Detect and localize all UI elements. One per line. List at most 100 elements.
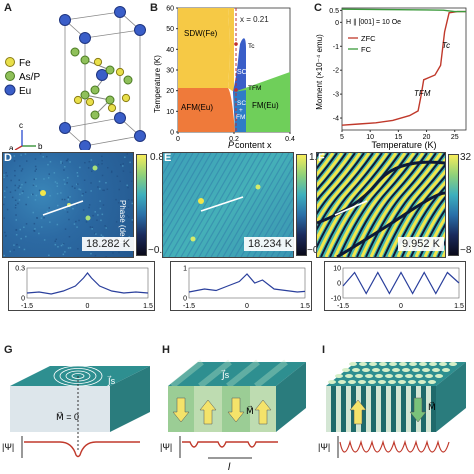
vortex-top: [439, 362, 447, 366]
noise-dot: [34, 228, 36, 230]
noise-dot: [3, 176, 5, 179]
vortex-column: [426, 386, 431, 432]
magnetization-arrow: [349, 399, 367, 425]
crystal-structure: Fe As/P Eu b c a: [4, 6, 146, 150]
eu-atom: [59, 14, 71, 26]
noise-dot: [27, 196, 30, 199]
noise-dot: [63, 169, 65, 171]
phase-map-d: [2, 152, 134, 258]
stripe-yellow: [396, 180, 445, 257]
vortex-top: [365, 374, 373, 378]
stripe: [170, 359, 204, 389]
noise-dot: [60, 192, 62, 194]
noise-dot: [33, 222, 36, 225]
eu-atom: [96, 69, 108, 81]
legend-as-p: As/P: [5, 71, 40, 83]
noise-dot: [130, 180, 133, 182]
stripe: [163, 153, 206, 228]
noise-dot: [116, 175, 119, 177]
scan-ytick-label: -10: [331, 296, 341, 303]
noise-dot: [24, 181, 27, 184]
noise-dot: [56, 192, 59, 195]
noise-dot: [4, 196, 6, 198]
noise-dot: [10, 179, 12, 182]
b-ytick-label: 50: [166, 26, 174, 33]
panel-g-label: G: [4, 344, 13, 356]
noise-dot: [88, 161, 90, 163]
scan-line: [342, 271, 460, 295]
stripe: [216, 153, 278, 257]
vortex-top: [408, 380, 416, 384]
scan-ytick-label: 0.3: [15, 266, 25, 273]
stripe-dark: [383, 163, 445, 257]
noise-dot: [13, 155, 16, 157]
noise-dot: [79, 188, 82, 191]
noise-dot: [126, 184, 128, 187]
noise-dot: [84, 162, 86, 164]
fe-atom: [85, 97, 95, 107]
noise-dot: [55, 238, 57, 241]
noise-dot: [49, 221, 51, 223]
as-atom: [80, 90, 90, 100]
noise-dot: [35, 185, 37, 187]
noise-dot: [96, 219, 98, 221]
noise-dot: [106, 188, 109, 190]
vortex-top: [345, 374, 353, 378]
noise-dot: [62, 253, 65, 256]
noise-dot: [75, 203, 78, 206]
noise-dot: [15, 214, 17, 216]
noise-dot: [97, 163, 100, 166]
schematic-h: J⃗s M⃗ |Ψ| l: [160, 359, 306, 473]
noise-dot: [9, 191, 12, 193]
noise-dot: [100, 219, 102, 222]
noise-dot: [14, 184, 16, 187]
noise-dot: [15, 204, 17, 206]
vortex-top: [352, 368, 360, 372]
noise-dot: [21, 192, 23, 194]
b-ytick-label: 60: [166, 6, 174, 13]
noise-dot: [61, 162, 63, 164]
scan-ytick-label: 0: [337, 281, 341, 288]
noise-dot: [21, 168, 24, 170]
temp-f: 9.952 K: [398, 237, 444, 251]
noise-dot: [67, 176, 69, 179]
vortex-column: [376, 386, 381, 432]
noise-dot: [18, 179, 20, 181]
noise-dot: [32, 211, 34, 214]
legend-zfc: ZFC: [361, 34, 376, 43]
noise-dot: [115, 198, 117, 201]
c-xtick-label: 25: [451, 134, 459, 141]
stripe-yellow: [423, 215, 445, 257]
vortex-column: [386, 386, 391, 432]
scan-xtick-label: 0: [245, 303, 249, 310]
panel-c-label: C: [314, 2, 322, 14]
noise-dot: [89, 226, 92, 228]
scan-xtick-label: -1.5: [21, 303, 33, 310]
noise-dot: [95, 233, 97, 235]
schematic-i: M⃗ |Ψ|: [318, 362, 466, 458]
stripe-dark: [317, 153, 347, 192]
noise-dot: [18, 199, 21, 201]
noise-dot: [3, 190, 6, 192]
vortex-top: [378, 380, 386, 384]
noise-dot: [20, 237, 22, 240]
noise-dot: [49, 161, 52, 163]
as-atom: [105, 95, 115, 105]
scan-line: [188, 273, 306, 293]
c-ytick-label: 0.5: [329, 8, 339, 15]
noise-dot: [6, 208, 9, 211]
noise-dot: [101, 159, 103, 162]
noise-dot: [53, 172, 56, 174]
noise-dot: [43, 239, 46, 241]
noise-dot: [77, 248, 79, 250]
as-atom: [123, 75, 133, 85]
eu-atom: [114, 112, 126, 124]
noise-dot: [69, 196, 71, 198]
as-atom: [80, 55, 90, 65]
legend-fc: FC: [361, 45, 372, 54]
vortex-top: [338, 380, 346, 384]
eu-atom: [79, 32, 91, 44]
h-psi: |Ψ|: [160, 442, 172, 452]
noise-dot: [67, 199, 70, 201]
vortex-top: [415, 374, 423, 378]
